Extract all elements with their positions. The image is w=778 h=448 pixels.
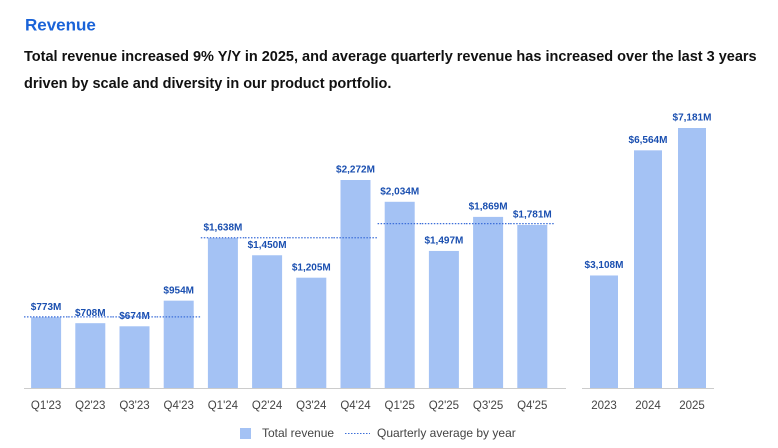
x-tick-label: Q4'25 xyxy=(517,400,547,412)
bar xyxy=(31,317,62,388)
x-tick-label: Q3'25 xyxy=(473,400,503,412)
value-label: $1,450M xyxy=(248,240,287,251)
bar xyxy=(119,326,150,388)
value-label: $708M xyxy=(75,308,106,319)
value-label: $6,564M xyxy=(629,135,668,146)
x-tick-label: Q1'25 xyxy=(385,400,415,412)
x-tick-label: 2023 xyxy=(591,400,617,412)
x-tick-label: Q2'23 xyxy=(75,400,105,412)
bar xyxy=(634,150,662,388)
x-tick-label: Q2'25 xyxy=(429,400,459,412)
x-tick-label: Q4'23 xyxy=(164,400,194,412)
bar xyxy=(296,277,327,388)
value-label: $1,781M xyxy=(513,210,552,221)
subtitle-box: Total revenue increased 9% Y/Y in 2025, … xyxy=(24,49,757,92)
x-tick-label: Q4'24 xyxy=(340,400,371,412)
bar xyxy=(384,201,415,388)
bar xyxy=(163,300,194,388)
x-tick-label: Q3'24 xyxy=(296,400,327,412)
value-label: $3,108M xyxy=(585,260,624,271)
chart-title: Revenue xyxy=(25,15,96,34)
value-label: $1,869M xyxy=(469,202,508,213)
x-tick-label: Q3'23 xyxy=(119,400,149,412)
bar xyxy=(517,224,548,388)
value-label: $1,205M xyxy=(292,262,331,273)
legend-label: Total revenue xyxy=(262,426,334,440)
value-label: $1,638M xyxy=(203,223,242,234)
value-label: $7,181M xyxy=(673,113,712,124)
bar xyxy=(590,275,618,388)
legend-label: Quarterly average by year xyxy=(377,426,516,440)
value-label: $773M xyxy=(31,302,62,313)
x-tick-label: 2024 xyxy=(635,400,661,412)
bar xyxy=(678,128,706,388)
bar xyxy=(75,323,106,388)
value-label: $2,034M xyxy=(380,186,419,197)
x-tick-label: Q1'23 xyxy=(31,400,61,412)
bar xyxy=(207,238,238,388)
legend-swatch xyxy=(240,428,251,439)
value-label: $2,272M xyxy=(336,165,375,176)
bar xyxy=(428,250,459,388)
value-label: $1,497M xyxy=(424,236,463,247)
value-label: $954M xyxy=(163,285,194,296)
chart-subtitle: Total revenue increased 9% Y/Y in 2025, … xyxy=(24,49,757,92)
bar xyxy=(473,216,504,388)
bar xyxy=(252,255,283,388)
x-tick-label: Q2'24 xyxy=(252,400,283,412)
bar xyxy=(340,180,371,388)
x-tick-label: 2025 xyxy=(679,400,705,412)
x-tick-label: Q1'24 xyxy=(208,400,239,412)
